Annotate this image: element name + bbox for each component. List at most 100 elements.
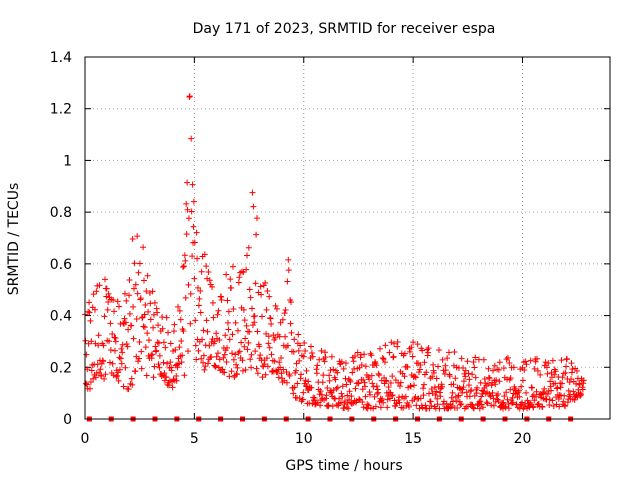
- data-point: [230, 306, 237, 313]
- data-point: [532, 358, 539, 365]
- data-point: [256, 343, 263, 350]
- data-point: [218, 296, 225, 303]
- data-point: [434, 401, 441, 408]
- data-point: [266, 293, 273, 300]
- data-point: [116, 303, 123, 310]
- data-point: [226, 336, 233, 343]
- data-point: [349, 369, 356, 376]
- data-point: [101, 276, 108, 283]
- data-point: [283, 379, 290, 386]
- data-point: [97, 366, 104, 373]
- data-point: [375, 389, 382, 396]
- data-point: [177, 316, 184, 323]
- data-point: [281, 310, 288, 317]
- data-point: [420, 385, 427, 392]
- data-point: [355, 380, 362, 387]
- data-point: [472, 354, 479, 361]
- data-point: [238, 339, 245, 346]
- data-point: [396, 399, 403, 406]
- data-point: [533, 388, 540, 395]
- data-point: [389, 373, 396, 380]
- data-point: [197, 309, 204, 316]
- data-point: [101, 313, 108, 320]
- data-point: [271, 358, 278, 365]
- data-point: [433, 388, 440, 395]
- x-tick-label: 10: [295, 431, 313, 447]
- data-point: [195, 302, 202, 309]
- data-point: [94, 361, 101, 368]
- data-point: [361, 351, 368, 358]
- data-point: [430, 369, 437, 376]
- data-point: [519, 399, 526, 406]
- data-point: [140, 277, 147, 284]
- data-point: [402, 393, 409, 400]
- data-point: [460, 384, 467, 391]
- data-point: [490, 395, 497, 402]
- data-point: [249, 189, 256, 196]
- data-point: [368, 352, 375, 359]
- data-point: [189, 181, 196, 188]
- data-point: [235, 279, 242, 286]
- data-point: [411, 382, 418, 389]
- data-point: [451, 349, 458, 356]
- data-point: [527, 357, 534, 364]
- data-point: [343, 404, 350, 411]
- y-tick-label: 0.4: [50, 309, 72, 325]
- data-point: [556, 391, 563, 398]
- data-point: [535, 400, 542, 407]
- data-point: [132, 368, 139, 375]
- data-point: [460, 365, 467, 372]
- data-point: [507, 386, 514, 393]
- data-point: [154, 309, 161, 316]
- data-point: [86, 385, 93, 392]
- data-point: [251, 313, 258, 320]
- grid-lines: [85, 57, 610, 419]
- data-point: [464, 358, 471, 365]
- data-point: [503, 389, 510, 396]
- y-tick-label: 0.2: [50, 360, 72, 376]
- data-point: [213, 330, 220, 337]
- data-point: [258, 291, 265, 298]
- data-point: [170, 328, 177, 335]
- data-point: [193, 229, 200, 236]
- data-point: [336, 395, 343, 402]
- data-point: [574, 394, 581, 401]
- data-point: [435, 347, 442, 354]
- data-point: [531, 365, 538, 372]
- data-point: [356, 396, 363, 403]
- data-point: [266, 344, 273, 351]
- data-point: [306, 400, 313, 407]
- data-point: [298, 371, 305, 378]
- data-point: [500, 399, 507, 406]
- data-point: [234, 364, 241, 371]
- data-point: [209, 299, 216, 306]
- data-point: [362, 363, 369, 370]
- data-point: [320, 372, 327, 379]
- data-point: [228, 368, 235, 375]
- data-point: [539, 403, 546, 410]
- data-point: [571, 396, 578, 403]
- data-point: [92, 374, 99, 381]
- data-point: [181, 372, 188, 379]
- data-point: [388, 392, 395, 399]
- data-point: [300, 353, 307, 360]
- data-point: [107, 320, 114, 327]
- data-point: [232, 351, 239, 358]
- data-point: [466, 393, 473, 400]
- data-point: [299, 396, 306, 403]
- data-point: [170, 376, 177, 383]
- data-point: [193, 356, 200, 363]
- data-point: [141, 311, 148, 318]
- data-point: [460, 378, 467, 385]
- data-point: [223, 271, 230, 278]
- data-point: [109, 330, 116, 337]
- data-point: [107, 347, 114, 354]
- data-point: [502, 404, 509, 411]
- data-point: [293, 360, 300, 367]
- data-point: [285, 267, 292, 274]
- data-point: [90, 291, 97, 298]
- data-point: [265, 340, 272, 347]
- data-point: [174, 364, 181, 371]
- data-point: [350, 358, 357, 365]
- data-point: [450, 398, 457, 405]
